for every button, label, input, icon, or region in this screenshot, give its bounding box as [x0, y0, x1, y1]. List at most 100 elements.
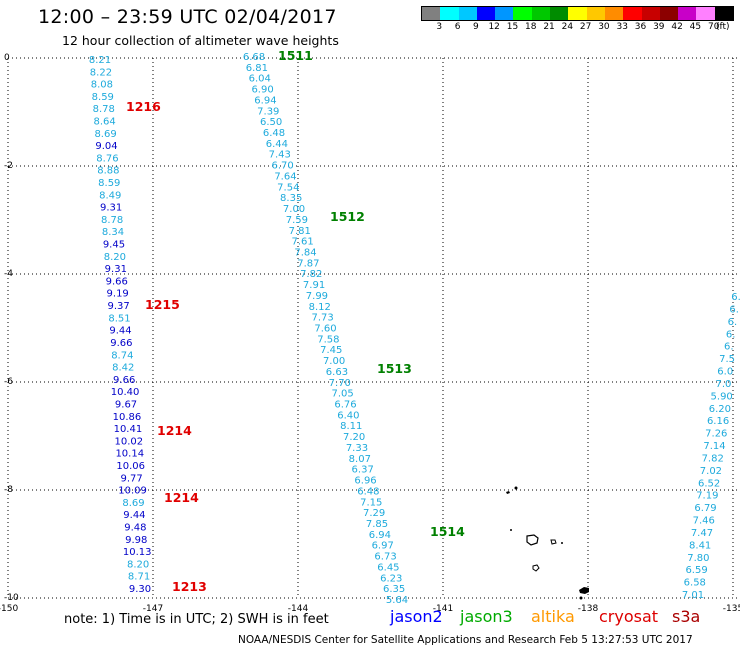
wave-height-value: 7.0	[716, 379, 732, 390]
wave-height-value: 10.06	[116, 461, 145, 472]
wave-height-value: 7.64	[274, 171, 296, 182]
lon-tick-label: -135	[723, 604, 740, 614]
wave-height-value: 7.14	[703, 441, 725, 452]
color-scale-unit: (ft)	[716, 22, 730, 32]
wave-height-value: 8.88	[97, 166, 119, 177]
pass-time-label: 1214	[157, 423, 192, 438]
wave-height-value: 7.00	[323, 356, 345, 367]
color-scale-swatch	[641, 7, 660, 20]
wave-height-value: 6.96	[354, 476, 376, 487]
wave-height-value: 8.22	[90, 67, 112, 78]
wave-height-value: 8.35	[280, 193, 302, 204]
lat-tick-label: -10	[4, 593, 19, 603]
wave-height-value: 8.74	[111, 350, 133, 361]
wave-height-value: 6.	[726, 329, 736, 340]
wave-height-value: 7.33	[346, 443, 368, 454]
color-scale-label: 30	[598, 22, 610, 32]
pass-time-label: 1213	[172, 579, 207, 594]
wave-height-value: 6.79	[694, 503, 716, 514]
wave-height-value: 7.02	[700, 466, 722, 477]
color-scale-swatch	[714, 7, 734, 20]
wave-height-value: 9.67	[115, 399, 137, 410]
wave-height-value: 9.44	[109, 326, 131, 337]
wave-height-value: 6.70	[271, 161, 293, 172]
wave-height-value: 6.94	[369, 530, 391, 541]
color-scale-swatch	[458, 7, 477, 20]
wave-height-value: 8.71	[128, 572, 150, 583]
color-scale-swatch	[604, 7, 624, 20]
pass-time-label: 1511	[278, 48, 313, 63]
pass-time-label: 1513	[377, 361, 412, 376]
wave-height-value: 6.	[728, 317, 738, 328]
lat-tick-label: -2	[4, 161, 13, 171]
wave-height-value: 7.26	[705, 429, 727, 440]
wave-height-value: 10.13	[123, 547, 152, 558]
color-scale-label: 33	[616, 22, 628, 32]
legend-item-jason2: jason2	[390, 607, 443, 626]
wave-height-value: 7.19	[696, 491, 718, 502]
wave-height-value: 9.98	[125, 535, 147, 546]
wave-height-value: 7.82	[702, 453, 724, 464]
wave-height-value: 8.59	[92, 92, 114, 103]
lon-tick-label: -147	[143, 604, 163, 614]
color-scale-label: 45	[689, 22, 702, 32]
wave-height-value: 8.42	[112, 363, 134, 374]
wave-height-value: 8.41	[689, 540, 711, 551]
wave-height-value: 10.02	[115, 436, 144, 447]
wave-height-value: 8.08	[91, 80, 113, 91]
wave-height-value: 9.31	[100, 203, 122, 214]
wave-height-value: 7.39	[257, 106, 279, 117]
island-shape	[506, 491, 510, 494]
wave-height-value: 7.15	[360, 497, 382, 508]
color-scale-label: 24	[561, 22, 574, 32]
color-scale-swatch	[550, 7, 569, 20]
wave-height-value: 7.05	[332, 389, 354, 400]
wave-height-value: 7.91	[303, 280, 325, 291]
island-shape	[514, 486, 518, 490]
color-scale-label: 9	[473, 22, 479, 32]
wave-height-value: 6.	[724, 342, 734, 353]
color-scale-swatch	[422, 7, 441, 20]
color-scale-label: 42	[671, 22, 683, 32]
wave-height-value: 7.80	[687, 553, 709, 564]
color-scale-swatch	[495, 7, 514, 20]
lat-tick-label: -8	[4, 485, 13, 495]
wave-height-value: 8.49	[99, 190, 121, 201]
wave-height-value: 8.34	[102, 227, 124, 238]
wave-height-value: 9.30	[129, 584, 151, 595]
wave-height-value: 6.	[729, 304, 739, 315]
island-shape	[532, 564, 540, 572]
wave-height-value: 6.0	[717, 367, 733, 378]
wave-height-value: 6.73	[374, 552, 396, 563]
lat-tick-label: 0	[4, 53, 10, 63]
island-shape	[510, 529, 512, 531]
color-scale-label: 27	[579, 22, 592, 32]
map-title: 12:00 – 23:59 UTC 02/04/2017	[38, 6, 337, 28]
wave-height-value: 6.35	[383, 584, 405, 595]
wave-height-value: 9.37	[107, 301, 129, 312]
color-scale-swatch	[513, 7, 532, 20]
wave-height-value: 6.68	[243, 52, 265, 63]
footer-note: note: 1) Time is in UTC; 2) SWH is in fe…	[64, 612, 329, 627]
island-shape	[550, 539, 557, 545]
wave-height-value: 6.50	[260, 117, 282, 128]
color-scale-swatch	[476, 7, 496, 20]
island-shape	[526, 534, 539, 546]
wave-height-value: 6.	[731, 292, 740, 303]
wave-height-value: 6.44	[266, 139, 288, 150]
legend-item-cryosat: cryosat	[599, 607, 659, 626]
wave-height-value: 8.59	[98, 178, 120, 189]
color-scale-label: 3	[436, 22, 443, 32]
wave-height-value: 8.69	[122, 498, 144, 509]
color-scale-label: 36	[634, 22, 647, 32]
wave-height-value: 7.84	[294, 247, 316, 258]
wave-height-value: 6.76	[334, 400, 356, 411]
wave-height-value: 9.48	[124, 522, 146, 533]
wave-height-value: 6.48	[357, 486, 379, 497]
color-scale-label: 6	[454, 22, 461, 32]
wave-height-value: 7.99	[306, 291, 328, 302]
pass-time-label: 1216	[126, 99, 161, 114]
wave-height-value: 7.00	[283, 204, 305, 215]
wave-height-value: 8.51	[108, 313, 130, 324]
